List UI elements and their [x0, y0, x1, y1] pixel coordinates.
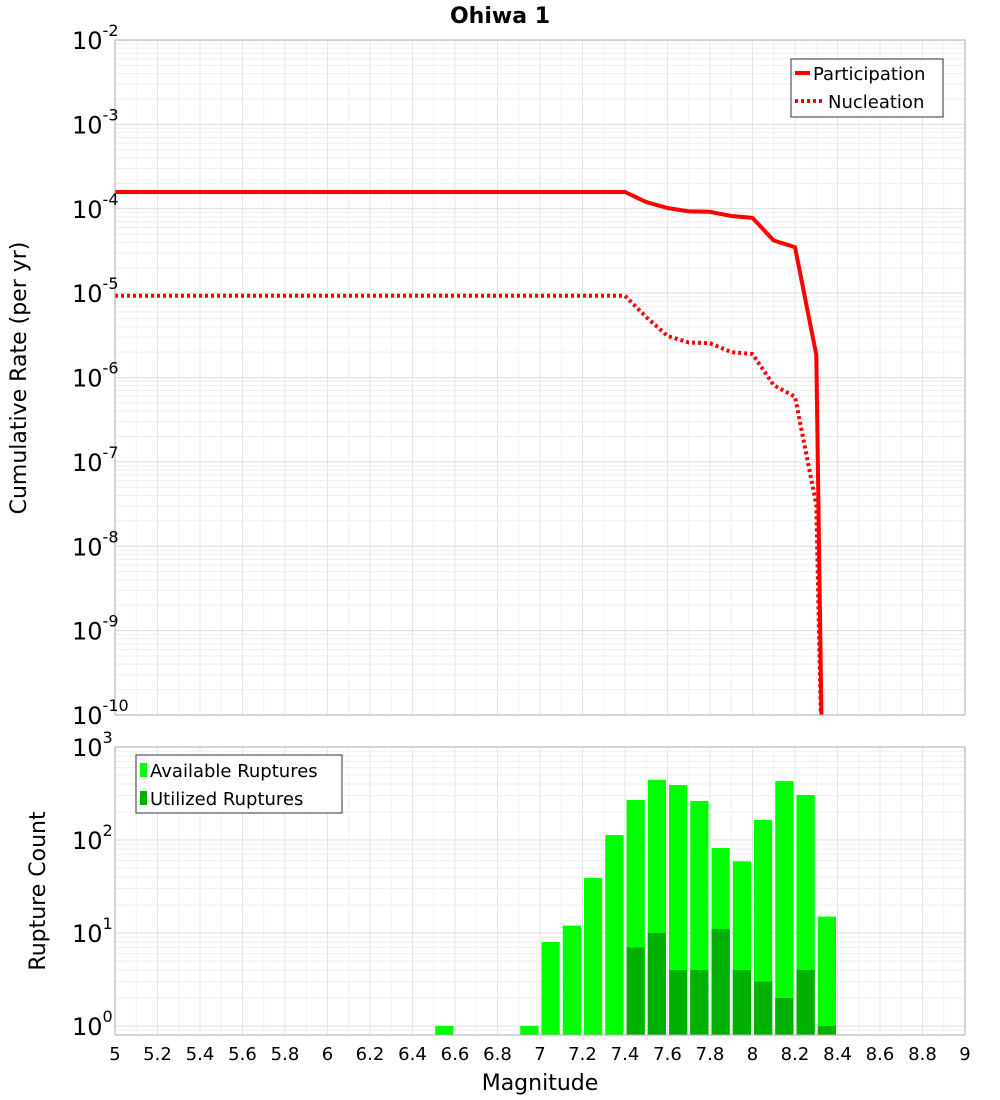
- series-participation: [115, 190, 824, 715]
- bar-available: [754, 820, 773, 1035]
- lines: [115, 190, 824, 715]
- bar-utilized: [817, 1025, 836, 1035]
- x-tick-label: 8.4: [823, 1044, 852, 1065]
- x-tick-label: 5.4: [186, 1044, 215, 1065]
- bar-utilized: [732, 969, 751, 1035]
- x-tick-label: 5: [109, 1044, 120, 1065]
- bottom-y-tick-label: 101: [72, 914, 113, 948]
- top-y-tick-label: 10-7: [72, 443, 119, 477]
- x-tick-label: 8.2: [781, 1044, 810, 1065]
- legend-nucleation-label: Nucleation: [828, 92, 924, 113]
- x-tick-label: 7.4: [611, 1044, 640, 1065]
- bar-available: [435, 1025, 454, 1035]
- bar-utilized: [626, 947, 645, 1035]
- bars: [435, 779, 836, 1035]
- legend-participation-label: Participation: [813, 64, 925, 85]
- bar-utilized: [796, 969, 815, 1035]
- tick-labels: 5 5.2 5.4 5.6 5.8 6 6.2 6.4 6.6 6.8 7 7.2 7.4 7.6 7.8 8…: [72, 21, 971, 1065]
- top-legend: Participation Nucleation: [790, 58, 944, 118]
- top-y-tick-label: 10-9: [72, 612, 119, 646]
- bottom-y-axis-label: Rupture Count: [26, 811, 51, 971]
- x-tick-label: 5.2: [143, 1044, 172, 1065]
- x-tick-label: 7.6: [653, 1044, 682, 1065]
- x-tick-label: 5.6: [228, 1044, 257, 1065]
- top-y-axis-label: Cumulative Rate (per yr): [7, 242, 32, 515]
- top-y-tick-label: 10-10: [72, 696, 129, 730]
- x-tick-label: 8: [747, 1044, 758, 1065]
- bottom-plot-frame: [114, 746, 966, 1036]
- bar-available: [520, 1025, 539, 1035]
- bar-utilized: [647, 932, 666, 1035]
- x-tick-label: 7.2: [568, 1044, 597, 1065]
- bar-available: [605, 835, 624, 1035]
- x-tick-label: 7.8: [696, 1044, 725, 1065]
- bar-available: [541, 942, 560, 1035]
- bottom-legend: Available Ruptures Utilized Ruptures: [135, 754, 343, 814]
- x-tick-label: 6.4: [398, 1044, 427, 1065]
- top-y-tick-label: 10-8: [72, 527, 119, 561]
- x-tick-label: 9: [959, 1044, 970, 1065]
- legend-available-swatch: [140, 763, 147, 777]
- legend-utilized-label: Utilized Ruptures: [150, 789, 303, 810]
- bottom-y-tick-label: 100: [72, 1007, 113, 1041]
- x-tick-label: 6.8: [483, 1044, 512, 1065]
- bar-utilized: [775, 997, 794, 1035]
- bottom-y-tick-label: 102: [72, 821, 113, 855]
- x-axis-label: Magnitude: [482, 1071, 599, 1096]
- x-tick-label: 5.8: [271, 1044, 300, 1065]
- x-tick-label: 6.6: [441, 1044, 470, 1065]
- series-nucleation: [115, 293, 823, 715]
- top-y-tick-label: 10-5: [72, 274, 119, 308]
- top-y-tick-label: 10-4: [72, 190, 119, 224]
- x-tick-label: 8.8: [908, 1044, 937, 1065]
- x-tick-label: 6: [322, 1044, 333, 1065]
- x-tick-label: 6.2: [356, 1044, 385, 1065]
- bar-utilized: [754, 981, 773, 1035]
- bar-utilized: [690, 969, 709, 1035]
- bar-available: [562, 925, 581, 1035]
- top-y-tick-label: 10-3: [72, 105, 119, 139]
- bar-available: [817, 916, 836, 1035]
- legend-utilized-swatch: [140, 791, 147, 805]
- bar-utilized: [711, 929, 730, 1035]
- bottom-y-tick-label: 103: [72, 728, 113, 762]
- top-plot-frame: [114, 39, 966, 716]
- top-y-tick-label: 10-6: [72, 359, 119, 393]
- bar-utilized: [669, 969, 688, 1035]
- x-tick-label: 8.6: [866, 1044, 895, 1065]
- top-y-tick-label: 10-2: [72, 21, 119, 55]
- bar-available: [584, 878, 603, 1035]
- top-grid: [114, 40, 966, 716]
- bar-available: [775, 781, 794, 1035]
- x-tick-label: 7: [534, 1044, 545, 1065]
- legend-available-label: Available Ruptures: [150, 761, 318, 782]
- chart-title: Ohiwa 1: [450, 4, 550, 29]
